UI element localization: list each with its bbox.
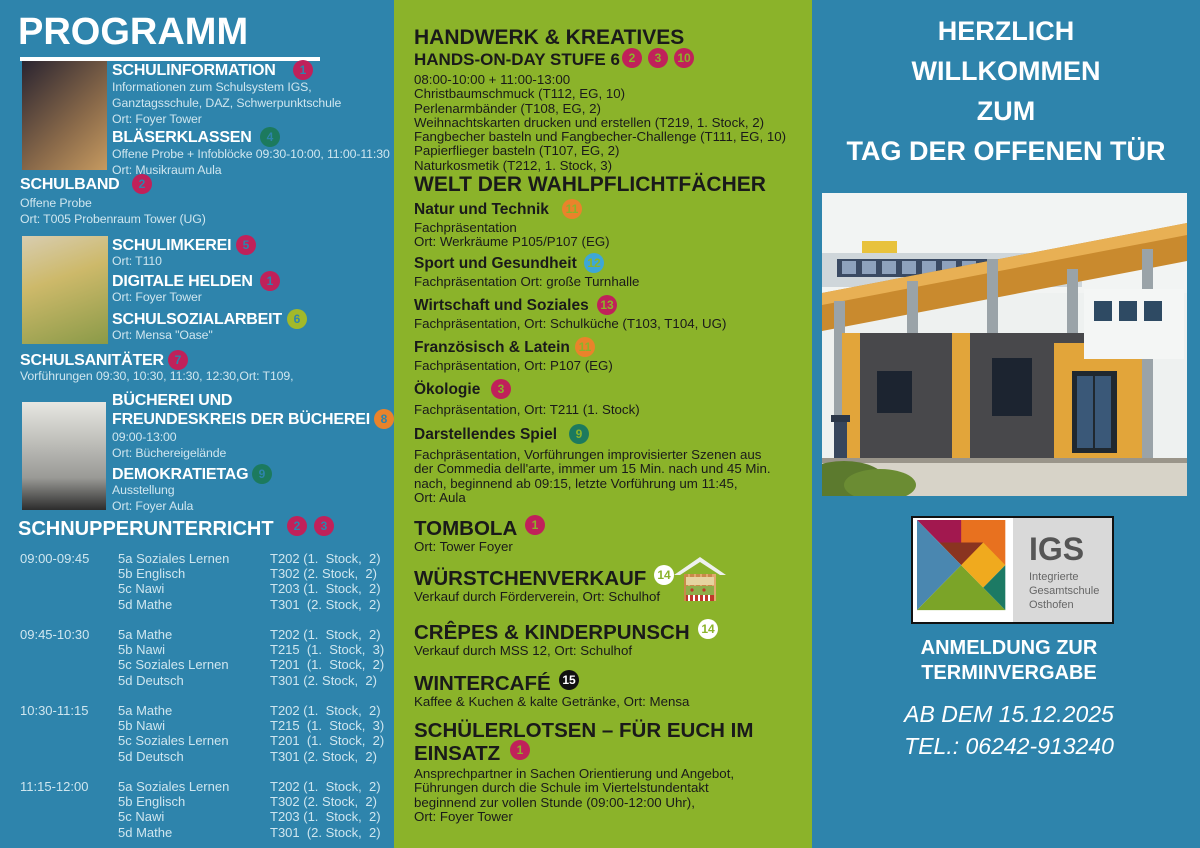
svg-text:Gesamtschule: Gesamtschule [1029,585,1099,597]
svg-text:Osthofen: Osthofen [1029,599,1074,611]
svg-text:Integrierte: Integrierte [1029,571,1079,583]
svg-text:IGS: IGS [1029,531,1084,567]
